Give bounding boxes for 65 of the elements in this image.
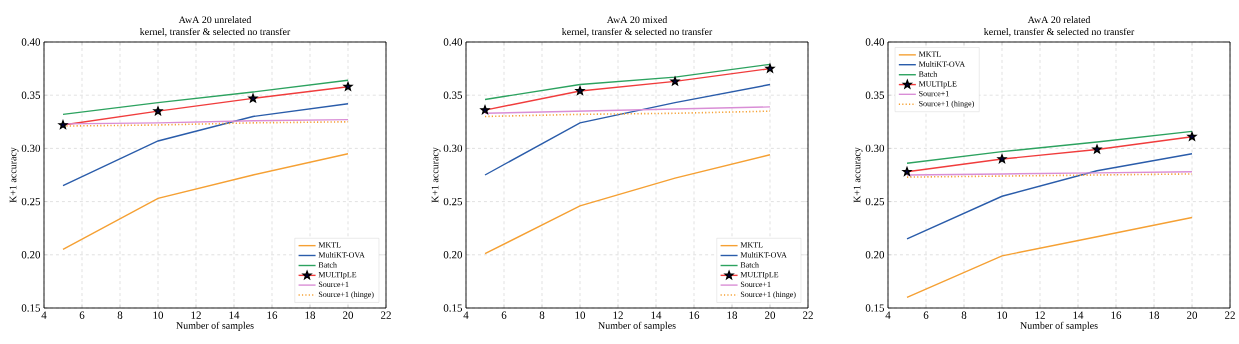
x-tick-label: 22 [1225, 311, 1235, 319]
x-tick-label: 6 [79, 311, 85, 319]
y-axis-title: K+1 accuracy [431, 147, 441, 203]
y-tick-label: 0.35 [21, 91, 41, 99]
line-series [484, 83, 771, 176]
x-tick-label: 14 [651, 311, 662, 319]
chart-title: AwA 20 related [1027, 16, 1091, 24]
line-series [62, 153, 349, 251]
x-tick-label: 12 [191, 311, 201, 319]
x-tick-label: 8 [117, 311, 123, 319]
x-tick-label: 10 [997, 311, 1008, 319]
x-tick-label: 6 [923, 311, 929, 319]
y-tick-label: 0.25 [865, 197, 885, 206]
x-axis-title: Number of samples [598, 321, 676, 331]
y-tick-label: 0.35 [865, 91, 885, 99]
x-tick-label: 8 [961, 311, 967, 319]
chart-title: AwA 20 unrelated [178, 16, 252, 24]
x-tick-label: 20 [765, 311, 776, 319]
x-tick-label: 6 [501, 311, 507, 319]
x-tick-label: 10 [153, 311, 164, 319]
chart-subtitle: kernel, transfer & selected no transfer [139, 27, 291, 37]
y-tick-label: 0.40 [21, 38, 41, 46]
y-tick-label: 0.20 [443, 251, 463, 259]
y-tick-label: 0.15 [865, 304, 885, 312]
y-tick-label: 0.30 [21, 144, 41, 153]
x-tick-label: 22 [803, 311, 813, 319]
line-series [62, 103, 349, 187]
chart-subtitle: kernel, transfer & selected no transfer [561, 27, 713, 37]
y-tick-label: 0.20 [21, 251, 41, 259]
line-series [906, 216, 1193, 299]
chart-title: AwA 20 mixed [606, 16, 668, 24]
y-tick-label: 0.15 [443, 304, 463, 312]
chart-subtitle: kernel, transfer & selected no transfer [983, 27, 1135, 37]
y-tick-label: 0.40 [443, 38, 463, 46]
y-axis-title: K+1 accuracy [853, 147, 863, 203]
y-tick-label: 0.20 [865, 251, 885, 259]
x-tick-label: 12 [613, 311, 623, 319]
x-tick-label: 4 [41, 311, 47, 319]
y-tick-label: 0.35 [443, 91, 463, 99]
x-tick-label: 12 [1035, 311, 1045, 319]
y-tick-label: 0.25 [21, 197, 41, 206]
y-tick-label: 0.30 [443, 144, 463, 153]
x-tick-label: 14 [229, 311, 240, 319]
x-tick-label: 18 [305, 311, 316, 319]
x-tick-label: 20 [343, 311, 354, 319]
y-axis-title: K+1 accuracy [9, 147, 19, 203]
y-tick-label: 0.30 [865, 144, 885, 153]
x-tick-label: 16 [689, 311, 700, 319]
line-series [906, 153, 1193, 240]
x-tick-label: 22 [381, 311, 391, 319]
y-tick-label: 0.40 [865, 38, 885, 46]
x-tick-label: 8 [539, 311, 545, 319]
x-tick-label: 4 [463, 311, 469, 319]
x-tick-label: 18 [1149, 311, 1160, 319]
x-tick-label: 14 [1073, 311, 1084, 319]
x-tick-label: 16 [267, 311, 278, 319]
x-tick-label: 4 [885, 311, 891, 319]
x-tick-label: 10 [575, 311, 586, 319]
x-axis-title: Number of samples [176, 321, 254, 331]
x-tick-label: 20 [1187, 311, 1198, 319]
x-tick-label: 16 [1111, 311, 1122, 319]
x-axis-title: Number of samples [1020, 321, 1098, 331]
y-tick-label: 0.25 [443, 197, 463, 206]
y-tick-label: 0.15 [21, 304, 41, 312]
x-tick-label: 18 [727, 311, 738, 319]
